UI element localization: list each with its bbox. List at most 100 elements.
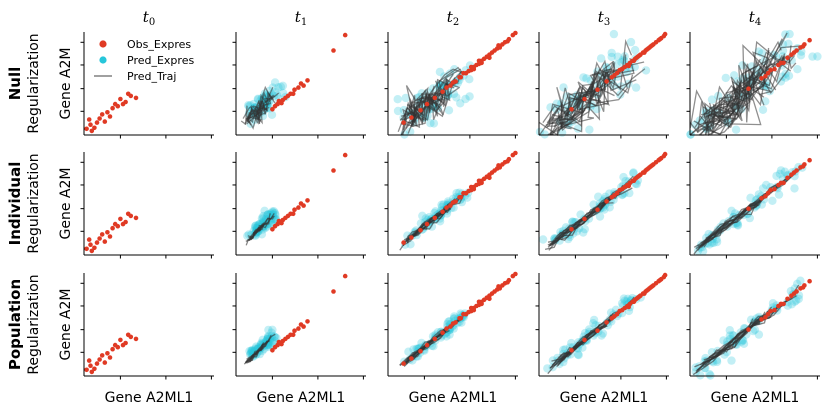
- pred-point: [465, 75, 474, 84]
- pred-point: [580, 225, 589, 234]
- obs-point: [105, 230, 110, 235]
- pred-point: [613, 52, 622, 61]
- panel-r0-c2: [384, 30, 518, 139]
- pred-point: [589, 315, 599, 325]
- obs-point: [92, 125, 97, 131]
- pred-point: [596, 54, 606, 63]
- obs-point: [94, 240, 100, 245]
- x-axis-label: Gene A2ML1: [711, 390, 800, 406]
- panel-r0-c0: [80, 32, 214, 139]
- pred-point: [444, 106, 454, 115]
- obs-point: [476, 299, 482, 305]
- obs-point: [466, 188, 471, 194]
- obs-point: [631, 178, 637, 184]
- obs-point: [120, 342, 126, 348]
- pred-trajectory: [552, 86, 615, 122]
- obs-point: [569, 227, 574, 232]
- obs-point: [481, 176, 487, 182]
- obs-point: [279, 341, 284, 347]
- legend-label-2: Pred_Traj: [127, 70, 176, 83]
- pred-point: [607, 52, 616, 62]
- obs-point: [595, 207, 600, 212]
- obs-point: [424, 342, 430, 348]
- pred-point: [543, 364, 552, 373]
- x-axis-label: Gene A2ML1: [560, 390, 649, 406]
- obs-point: [102, 360, 108, 365]
- obs-point: [492, 48, 497, 53]
- pred-point: [626, 37, 636, 47]
- obs-point: [110, 346, 115, 352]
- obs-point: [450, 80, 456, 85]
- pred-trajectory: [695, 311, 766, 374]
- obs-point: [759, 317, 764, 322]
- obs-point: [401, 240, 406, 245]
- obs-point: [120, 221, 126, 227]
- obs-point: [631, 299, 637, 305]
- pred-point: [449, 89, 459, 99]
- pred-point: [450, 312, 459, 321]
- column-title-0: t0: [143, 8, 155, 28]
- pred-point: [257, 214, 267, 223]
- pred-point: [787, 300, 796, 309]
- pred-point: [260, 206, 269, 215]
- obs-point: [288, 332, 293, 338]
- pred-point: [559, 345, 568, 354]
- obs-point: [644, 288, 650, 293]
- obs-point: [631, 58, 637, 64]
- obs-point: [800, 44, 806, 49]
- pred-point: [605, 203, 614, 212]
- obs-point: [457, 75, 462, 80]
- column-title-3: t3: [598, 8, 610, 28]
- pred-point: [435, 67, 445, 77]
- pred-point: [456, 99, 465, 108]
- obs-point: [662, 151, 668, 157]
- row-title-0: Regularization: [26, 33, 42, 133]
- obs-point: [759, 196, 764, 201]
- pred-point: [463, 193, 472, 202]
- obs-point: [768, 187, 773, 193]
- pred-point: [629, 169, 638, 178]
- y-axis-label: Gene A2M: [58, 168, 74, 240]
- obs-point: [448, 83, 453, 88]
- obs-point: [785, 55, 790, 61]
- pred-trajectory: [246, 333, 276, 364]
- obs-point: [513, 271, 518, 277]
- pred-point: [793, 279, 802, 288]
- pred-point: [268, 325, 277, 334]
- pred-point: [719, 336, 728, 345]
- obs-point: [305, 198, 310, 203]
- obs-point: [409, 115, 414, 120]
- obs-point: [305, 319, 310, 324]
- legend-marker-1: [99, 56, 107, 64]
- pred-point: [790, 184, 799, 193]
- panel-r2-c1: [232, 273, 366, 380]
- obs-point: [807, 157, 812, 163]
- obs-point: [781, 180, 786, 186]
- pred-trajectory: [556, 61, 615, 118]
- pred-point: [465, 92, 474, 101]
- obs-point: [118, 216, 123, 222]
- y-axis-label: Gene A2M: [58, 289, 74, 361]
- pred-point: [461, 94, 470, 104]
- pred-point: [698, 246, 708, 256]
- pred-point: [264, 325, 273, 335]
- obs-point: [424, 101, 430, 107]
- obs-point: [342, 273, 348, 279]
- pred-point: [417, 338, 426, 348]
- obs-point: [800, 285, 806, 290]
- obs-point: [110, 105, 115, 111]
- panel-r1-c3: [535, 151, 669, 259]
- obs-point: [791, 291, 797, 296]
- pred-point: [768, 196, 777, 205]
- pred-point: [406, 127, 415, 136]
- obs-point: [448, 203, 453, 208]
- pred-point: [709, 238, 718, 248]
- obs-point: [296, 205, 301, 210]
- pred-point: [270, 78, 280, 87]
- pred-trajectory: [553, 38, 633, 120]
- obs-point: [644, 167, 650, 172]
- obs-point: [657, 36, 663, 42]
- obs-point: [781, 301, 786, 307]
- pred-point: [784, 71, 794, 81]
